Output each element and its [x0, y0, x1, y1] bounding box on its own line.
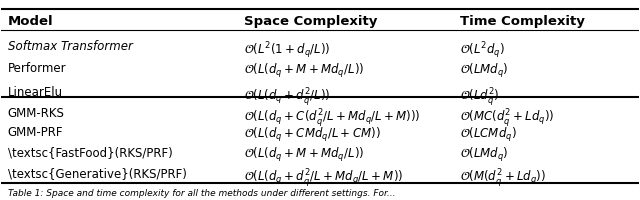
Text: $\mathcal{O}(LMd_q)$: $\mathcal{O}(LMd_q)$ [460, 62, 509, 80]
Text: $\mathcal{O}(L(d_q + d_q^2/L))$: $\mathcal{O}(L(d_q + d_q^2/L))$ [244, 85, 330, 107]
Text: $\mathcal{O}(MC(d_q^2 + Ld_q))$: $\mathcal{O}(MC(d_q^2 + Ld_q))$ [460, 107, 555, 128]
Text: \textsc{FastFood}(RKS/PRF): \textsc{FastFood}(RKS/PRF) [8, 145, 173, 158]
Text: $\mathcal{O}(LMd_q)$: $\mathcal{O}(LMd_q)$ [460, 145, 509, 163]
Text: GMM-RKS: GMM-RKS [8, 107, 65, 119]
Text: $\mathcal{O}(L(d_q + M + Md_q/L))$: $\mathcal{O}(L(d_q + M + Md_q/L))$ [244, 145, 364, 163]
Text: $\mathcal{O}(Ld_q^2)$: $\mathcal{O}(Ld_q^2)$ [460, 85, 500, 107]
Text: $\mathcal{O}(L(d_q + d_q^2/L + Md_q/L + M))$: $\mathcal{O}(L(d_q + d_q^2/L + Md_q/L + … [244, 166, 403, 188]
Text: Space Complexity: Space Complexity [244, 15, 377, 28]
Text: $\mathcal{O}(L(d_q + M + Md_q/L))$: $\mathcal{O}(L(d_q + M + Md_q/L))$ [244, 62, 364, 80]
Text: Model: Model [8, 15, 53, 28]
Text: $\mathcal{O}(L(d_q + C(d_q^2/L + Md_q/L + M)))$: $\mathcal{O}(L(d_q + C(d_q^2/L + Md_q/L … [244, 107, 420, 128]
Text: Performer: Performer [8, 62, 67, 75]
Text: LinearElu: LinearElu [8, 85, 63, 98]
Text: $\mathcal{O}(L^2(1 + d_q/L))$: $\mathcal{O}(L^2(1 + d_q/L))$ [244, 40, 330, 60]
Text: \textsc{Generative}(RKS/PRF): \textsc{Generative}(RKS/PRF) [8, 166, 187, 179]
Text: Softmax Transformer: Softmax Transformer [8, 40, 132, 53]
Text: GMM-PRF: GMM-PRF [8, 126, 63, 139]
Text: $\mathcal{O}(L^2 d_q)$: $\mathcal{O}(L^2 d_q)$ [460, 40, 505, 60]
Text: Table 1: Space and time complexity for all the methods under different settings.: Table 1: Space and time complexity for a… [8, 188, 396, 197]
Text: $\mathcal{O}(L(d_q + CMd_q/L + CM))$: $\mathcal{O}(L(d_q + CMd_q/L + CM))$ [244, 126, 380, 144]
Text: Time Complexity: Time Complexity [460, 15, 585, 28]
Text: $\mathcal{O}(M(d_q^2 + Ld_q))$: $\mathcal{O}(M(d_q^2 + Ld_q))$ [460, 166, 547, 188]
Text: $\mathcal{O}(LCMd_q)$: $\mathcal{O}(LCMd_q)$ [460, 126, 517, 144]
